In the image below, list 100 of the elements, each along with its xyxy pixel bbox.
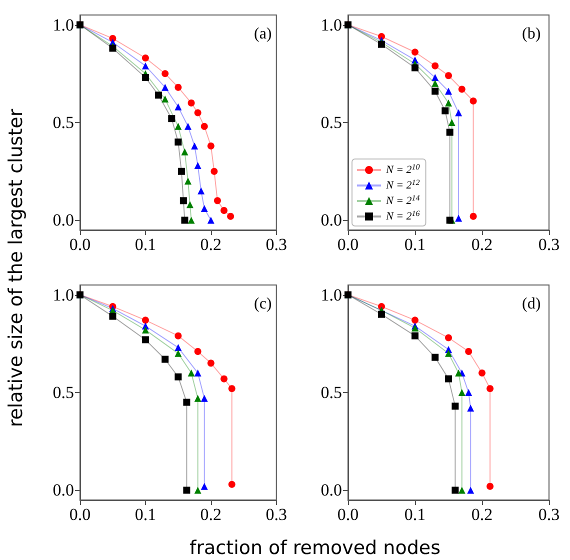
- point: [174, 373, 182, 380]
- point: [445, 334, 452, 342]
- point: [178, 168, 185, 175]
- y-tick-label: 0.5: [52, 113, 74, 132]
- y-tick-label: 0.5: [52, 383, 74, 402]
- point: [194, 369, 202, 376]
- point: [174, 138, 182, 146]
- x-tick-label: 0.3: [266, 505, 287, 524]
- y-tick-label: 1.0: [320, 285, 342, 304]
- point: [455, 214, 462, 222]
- point: [486, 482, 494, 490]
- point: [174, 350, 182, 357]
- y-tick-label: 0.0: [320, 480, 342, 500]
- point: [486, 385, 494, 392]
- point: [432, 74, 439, 82]
- point: [465, 348, 472, 355]
- point: [458, 486, 466, 494]
- point: [412, 64, 418, 72]
- point: [174, 84, 182, 91]
- point: [162, 70, 169, 78]
- point: [470, 212, 477, 220]
- point: [200, 394, 208, 402]
- point: [207, 142, 214, 150]
- point: [174, 122, 182, 130]
- point: [378, 310, 385, 318]
- point: [442, 107, 449, 114]
- point: [432, 88, 439, 95]
- y-tick-label: 1.0: [52, 285, 74, 304]
- point: [470, 98, 477, 104]
- y-tick-label: 0.0: [52, 480, 74, 500]
- point: [194, 162, 202, 169]
- point: [432, 62, 439, 70]
- point: [188, 369, 195, 376]
- point: [142, 54, 149, 62]
- point: [155, 92, 162, 99]
- point: [458, 86, 466, 93]
- x-tick-label: 0.2: [471, 235, 493, 254]
- x-tick-label: 0.3: [266, 235, 287, 254]
- y-axis-title: relative size of the largest cluster: [5, 108, 27, 428]
- x-tick-label: 0.0: [337, 505, 359, 524]
- point: [478, 369, 486, 376]
- point: [200, 122, 208, 130]
- x-tick-label: 0.1: [134, 505, 156, 524]
- point: [465, 389, 472, 396]
- point: [194, 348, 202, 355]
- point: [168, 115, 176, 122]
- point: [412, 316, 418, 324]
- point: [200, 205, 208, 212]
- point: [188, 99, 195, 106]
- point: [214, 197, 221, 204]
- point: [207, 216, 214, 224]
- point: [455, 369, 462, 376]
- point: [183, 398, 190, 406]
- point: [467, 486, 474, 494]
- point: [412, 48, 418, 56]
- x-axis-title: fraction of removed nodes: [190, 537, 440, 559]
- x-tick-label: 0.3: [538, 505, 560, 524]
- point: [452, 402, 459, 410]
- y-tick-label: 0.0: [320, 210, 342, 230]
- text: (b): [522, 26, 541, 42]
- point: [181, 216, 188, 224]
- point: [188, 216, 195, 224]
- text: (d): [522, 296, 541, 312]
- x-tick-label: 0.2: [200, 505, 222, 524]
- point: [142, 316, 149, 324]
- point: [207, 360, 214, 367]
- point: [448, 119, 456, 126]
- point: [445, 72, 452, 80]
- x-tick-label: 0.0: [69, 235, 91, 254]
- point: [109, 312, 116, 320]
- point: [198, 187, 205, 194]
- point: [446, 128, 454, 136]
- x-tick-label: 0.1: [134, 235, 156, 254]
- point: [432, 80, 439, 87]
- y-tick-label: 0.5: [320, 383, 342, 402]
- point: [445, 99, 452, 106]
- point: [184, 178, 192, 185]
- x-tick-label: 0.2: [471, 505, 493, 524]
- point: [142, 326, 149, 334]
- point: [455, 109, 462, 116]
- point: [162, 84, 169, 91]
- x-tick-label: 0.0: [69, 505, 91, 524]
- point: [200, 482, 208, 490]
- y-tick-label: 1.0: [52, 15, 74, 34]
- point: [412, 332, 418, 340]
- x-tick-label: 0.1: [404, 235, 426, 254]
- point: [142, 336, 149, 344]
- text: (c): [254, 296, 272, 312]
- point: [210, 168, 218, 175]
- point: [220, 375, 228, 382]
- point: [191, 142, 198, 150]
- x-tick-label: 0.2: [200, 235, 222, 254]
- y-tick-label: 0.0: [52, 210, 74, 230]
- y-tick-label: 1.0: [320, 15, 342, 34]
- point: [181, 148, 188, 156]
- point: [445, 375, 452, 382]
- point: [228, 385, 236, 392]
- point: [194, 486, 202, 494]
- text: (a): [254, 26, 272, 42]
- x-tick-label: 0.1: [404, 505, 426, 524]
